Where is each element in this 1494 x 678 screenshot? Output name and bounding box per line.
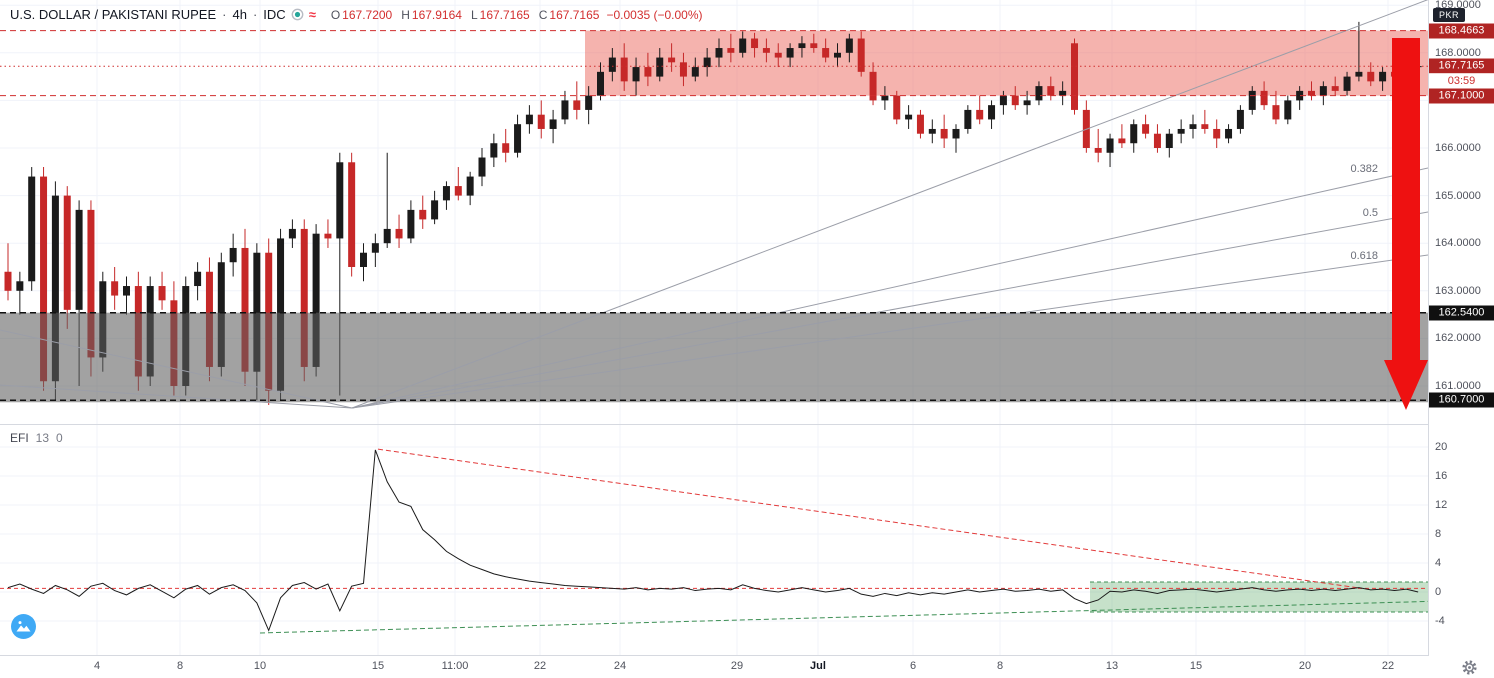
time-axis-label: 29 <box>730 660 744 672</box>
time-axis-label: 22 <box>533 660 547 672</box>
currency-toggle[interactable]: PKR <box>1433 8 1466 22</box>
efi-axis-label: -4 <box>1435 615 1445 627</box>
indicator-legend[interactable]: EFI 13 0 <box>10 431 63 445</box>
time-axis-label: 22 <box>1381 660 1395 672</box>
time-axis-label: 6 <box>909 660 917 672</box>
price-level-badge: 167.7165 <box>1429 58 1494 74</box>
efi-axis-label: 12 <box>1435 499 1448 511</box>
separator-dot: · <box>252 7 258 22</box>
delayed-data-icon: ≈ <box>308 6 316 22</box>
svg-text:0.618: 0.618 <box>1350 250 1378 262</box>
watermark-logo-svg <box>11 614 36 639</box>
price-axis[interactable]: PKR 169.0000 168.0000 166.0000 165.0000 164.… <box>1429 0 1494 678</box>
market-status-icon-svg <box>291 8 304 21</box>
separator-dot: · <box>222 7 227 22</box>
settings-gear-icon[interactable] <box>1456 657 1482 677</box>
price-axis-label: 161.0000 <box>1435 380 1481 392</box>
time-axis-label: Jul <box>810 660 826 672</box>
time-axis-label: 8 <box>176 660 184 672</box>
efi-axis-label: 8 <box>1435 528 1442 540</box>
symbol-legend: U.S. DOLLAR / PAKISTANI RUPEE · 4h · IDC… <box>10 7 703 22</box>
bar-countdown-badge: 03:59 <box>1429 73 1494 90</box>
time-axis-label: 24 <box>613 660 627 672</box>
market-status-icon <box>291 8 304 21</box>
interval-label[interactable]: 4h <box>232 7 247 22</box>
low-value: 167.7165 <box>479 7 530 22</box>
close-label: C <box>538 7 548 22</box>
symbol-title[interactable]: U.S. DOLLAR / PAKISTANI RUPEE <box>10 7 217 22</box>
high-label: H <box>401 7 410 22</box>
price-axis-label: 169.0000 <box>1435 0 1481 12</box>
price-axis-label: 168.0000 <box>1435 46 1481 59</box>
ohlc-values: O 167.7200 H 167.9164 L 167.7165 C 167.7165 <box>331 8 600 22</box>
time-axis-label: 4 <box>93 660 101 672</box>
panel-divider[interactable] <box>0 424 1429 425</box>
time-axis-label: 13 <box>1105 660 1119 672</box>
exchange-label[interactable]: IDC <box>263 7 286 22</box>
time-axis-label: 11:00 <box>441 660 469 672</box>
svg-text:0.382: 0.382 <box>1350 163 1378 175</box>
time-axis-label: 15 <box>1189 660 1203 672</box>
indicator-length: 13 <box>35 431 50 445</box>
efi-axis-label: 4 <box>1435 557 1442 569</box>
indicator-name[interactable]: EFI <box>10 431 29 445</box>
low-label: L <box>470 7 478 22</box>
gear-icon-svg <box>1461 659 1477 675</box>
price-axis-label: 164.0000 <box>1435 237 1481 250</box>
price-chart-panel[interactable]: 0.382 0.5 0.618 <box>0 0 1428 424</box>
efi-indicator-panel[interactable] <box>0 424 1428 655</box>
time-axis-label: 10 <box>253 660 267 672</box>
watermark-logo-icon[interactable] <box>10 613 37 640</box>
price-level-badge: 160.7000 <box>1429 392 1494 408</box>
open-value: 167.7200 <box>342 7 393 22</box>
open-label: O <box>330 7 341 22</box>
high-value: 167.9164 <box>411 7 462 22</box>
time-axis[interactable]: 4 8 10 15 11:00 22 24 29 Jul 6 8 13 15 20 22 <box>0 656 1429 678</box>
svg-text:0.5: 0.5 <box>1363 207 1378 219</box>
price-axis-label: 165.0000 <box>1435 189 1481 202</box>
price-level-badge: 162.5400 <box>1429 305 1494 321</box>
efi-axis-label: 20 <box>1435 441 1448 453</box>
indicator-value: 0 <box>56 431 63 445</box>
price-level-badge: 167.1000 <box>1429 88 1494 104</box>
efi-axis-label: 0 <box>1435 586 1442 598</box>
time-axis-label: 15 <box>371 660 385 672</box>
price-axis-divider <box>1428 0 1429 678</box>
close-value: 167.7165 <box>549 7 600 22</box>
efi-axis-label: 16 <box>1435 470 1448 482</box>
price-axis-label: 162.0000 <box>1435 332 1481 345</box>
time-axis-label: 20 <box>1298 660 1312 672</box>
price-axis-label: 166.0000 <box>1435 142 1481 154</box>
time-axis-label: 8 <box>996 660 1004 672</box>
price-axis-label: 163.0000 <box>1435 284 1481 297</box>
price-level-badge: 168.4663 <box>1429 23 1494 39</box>
time-axis-divider <box>0 655 1429 656</box>
price-change: −0.0035 (−0.00%) <box>606 7 703 22</box>
